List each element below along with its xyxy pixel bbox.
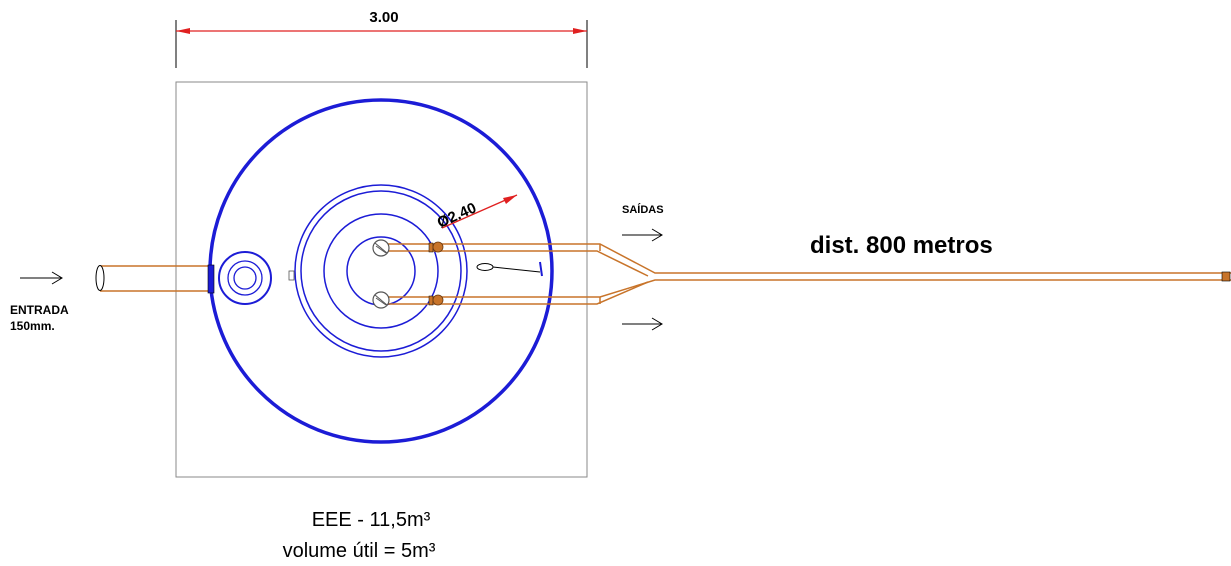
inlet-chamber-inner (227, 260, 263, 296)
inlet-label-line2: 150mm. (10, 319, 55, 333)
distance-label: dist. 800 metros (810, 232, 993, 259)
width-dimension-label: 3.00 (369, 9, 398, 26)
inlet-arrow-icon (20, 271, 63, 285)
outlet-pipes (382, 243, 1231, 305)
pump-bottom (372, 291, 390, 309)
inlet-pipe (95, 264, 215, 294)
valve-bottom (428, 294, 444, 306)
pipe-end-cap (1221, 271, 1231, 282)
inner-ring-mid (300, 190, 462, 352)
inlet-label-line1: ENTRADA (10, 303, 69, 317)
diameter-label: Ø2.40 (435, 199, 479, 231)
outlet-label: SAÍDAS (622, 203, 664, 216)
inner-ring-outer (294, 184, 468, 358)
small-fitting (288, 270, 295, 281)
inlet-chamber-outer (218, 251, 272, 305)
valve-top (428, 241, 444, 253)
outlet-arrow-top-icon (622, 228, 663, 242)
caption-station-volume: EEE - 11,5m³ (312, 509, 431, 531)
inlet-chamber-core (233, 266, 257, 290)
outer-well-circle (208, 98, 554, 444)
caption-useful-volume: volume útil = 5m³ (283, 540, 436, 562)
outlet-arrow-bottom-icon (622, 317, 663, 331)
level-sensor (476, 261, 543, 277)
inner-ring (323, 213, 439, 329)
diameter-dimension (441, 194, 518, 229)
width-dimension (175, 20, 588, 68)
pump-top (372, 239, 390, 257)
station-outline (175, 81, 588, 478)
